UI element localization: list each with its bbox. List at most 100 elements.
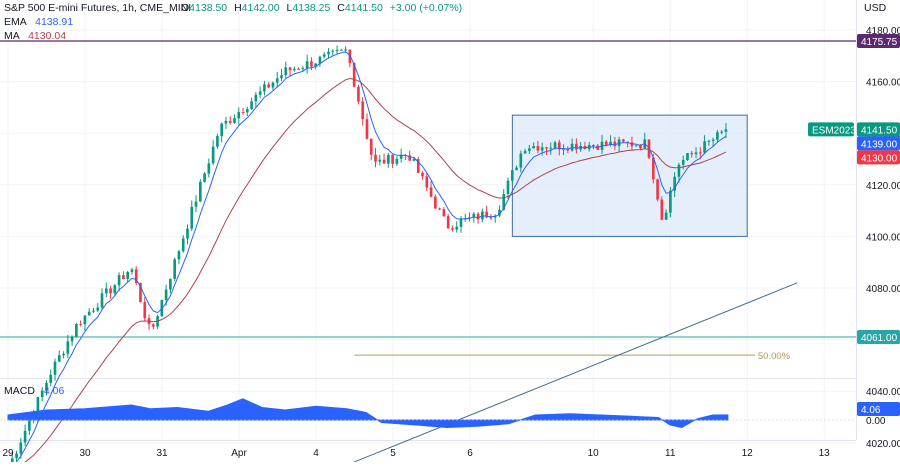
range-box[interactable]: [511, 114, 748, 237]
candle: [523, 148, 527, 154]
candle-body: [126, 271, 129, 279]
time-tick-label: 30: [79, 448, 91, 459]
candle: [186, 224, 189, 245]
candle: [382, 153, 386, 164]
candle-body: [506, 180, 510, 194]
candle: [442, 207, 446, 217]
macd-value-tag[interactable]: 4.06: [857, 402, 900, 416]
candle-body: [280, 75, 283, 79]
candle-body: [476, 213, 480, 220]
candle-body: [575, 143, 578, 150]
candle-body: [434, 196, 437, 209]
ma-legend[interactable]: MA 4130.04: [4, 30, 66, 42]
resistance-price-tag[interactable]: 4175.75: [857, 33, 900, 48]
candle: [421, 171, 424, 180]
candle: [540, 142, 544, 156]
candle-body: [186, 228, 189, 239]
support-price-tag[interactable]: 4061.00: [857, 330, 900, 345]
macd-value: 4.06: [44, 385, 65, 397]
candle-body: [566, 148, 570, 151]
candle: [613, 136, 617, 151]
candle: [322, 52, 326, 59]
candle-body: [151, 324, 155, 327]
candle-body: [19, 442, 23, 454]
candle-body: [45, 382, 48, 391]
drawings: 50.00%: [0, 40, 856, 464]
candle: [498, 205, 501, 218]
candle: [181, 235, 185, 253]
candle: [211, 140, 215, 166]
macd-area[interactable]: [7, 398, 729, 429]
ema-legend[interactable]: EMA 4138.91: [4, 16, 73, 28]
ma-price-tag[interactable]: 4130.00: [857, 150, 900, 165]
candle-body: [438, 208, 441, 210]
resistance-price-tag-text: 4175.75: [861, 37, 898, 48]
candle: [365, 113, 369, 140]
candle-body: [707, 140, 711, 142]
candle-body: [331, 50, 335, 52]
candle: [318, 55, 322, 67]
candle: [100, 288, 104, 310]
candle-body: [451, 228, 454, 230]
candle-body: [592, 144, 595, 146]
candle: [207, 158, 211, 178]
low-label: L: [287, 2, 293, 14]
candle: [515, 165, 518, 171]
ema-price-tag-text: 4139.00: [861, 139, 898, 150]
symbol-tag-bg: [808, 122, 854, 137]
candle: [545, 146, 548, 156]
candle-body: [724, 129, 728, 132]
candle-body: [408, 155, 412, 161]
last-price-tag[interactable]: 4141.50: [857, 122, 900, 137]
macd-legend[interactable]: MACD 4.06: [4, 385, 64, 397]
macd-pane-separator: [0, 378, 856, 379]
candle-body: [634, 145, 638, 147]
candle: [690, 150, 694, 158]
candle-body: [288, 67, 292, 71]
candle: [634, 145, 638, 147]
candle: [250, 97, 253, 110]
price-tick-label: 4120.00: [866, 181, 900, 192]
candle: [70, 335, 74, 346]
ema-price-tag[interactable]: 4139.00: [857, 136, 900, 151]
last-price-tag-text: 4141.50: [861, 125, 898, 136]
candle: [151, 323, 155, 330]
time-tick-label: 10: [588, 448, 600, 459]
candle-body: [472, 213, 476, 218]
candle: [275, 72, 279, 88]
candle-body: [510, 170, 514, 181]
candle-body: [322, 54, 326, 57]
ma-line[interactable]: [8, 77, 727, 467]
candle: [660, 196, 664, 221]
candle-body: [207, 163, 211, 174]
ema-line[interactable]: [8, 51, 727, 467]
trend-line[interactable]: [350, 282, 798, 464]
candle: [686, 152, 689, 161]
candle: [557, 139, 561, 156]
candle-body: [79, 323, 82, 325]
candle-body: [169, 278, 172, 290]
candle-body: [553, 142, 557, 148]
price-tick-label: 4180.00: [866, 26, 900, 37]
candle-body: [75, 323, 78, 337]
candle-body: [515, 167, 518, 171]
candle: [506, 177, 510, 200]
candle-body: [335, 49, 339, 51]
candle: [280, 68, 283, 82]
support-price-tag-text: 4061.00: [861, 333, 898, 344]
candle-body: [297, 68, 300, 70]
candle-body: [245, 109, 249, 113]
candle-body: [557, 142, 561, 150]
candle-body: [122, 275, 125, 279]
candle-body: [344, 49, 347, 51]
symbol-tag[interactable]: ESM2023: [808, 122, 856, 137]
candle-body: [340, 49, 343, 51]
candle: [395, 156, 399, 166]
candle: [62, 351, 65, 359]
price-tick-label: 4080.00: [866, 284, 900, 295]
time-tick-label: Apr: [231, 448, 247, 459]
candle: [434, 194, 437, 210]
candle-body: [190, 206, 194, 229]
